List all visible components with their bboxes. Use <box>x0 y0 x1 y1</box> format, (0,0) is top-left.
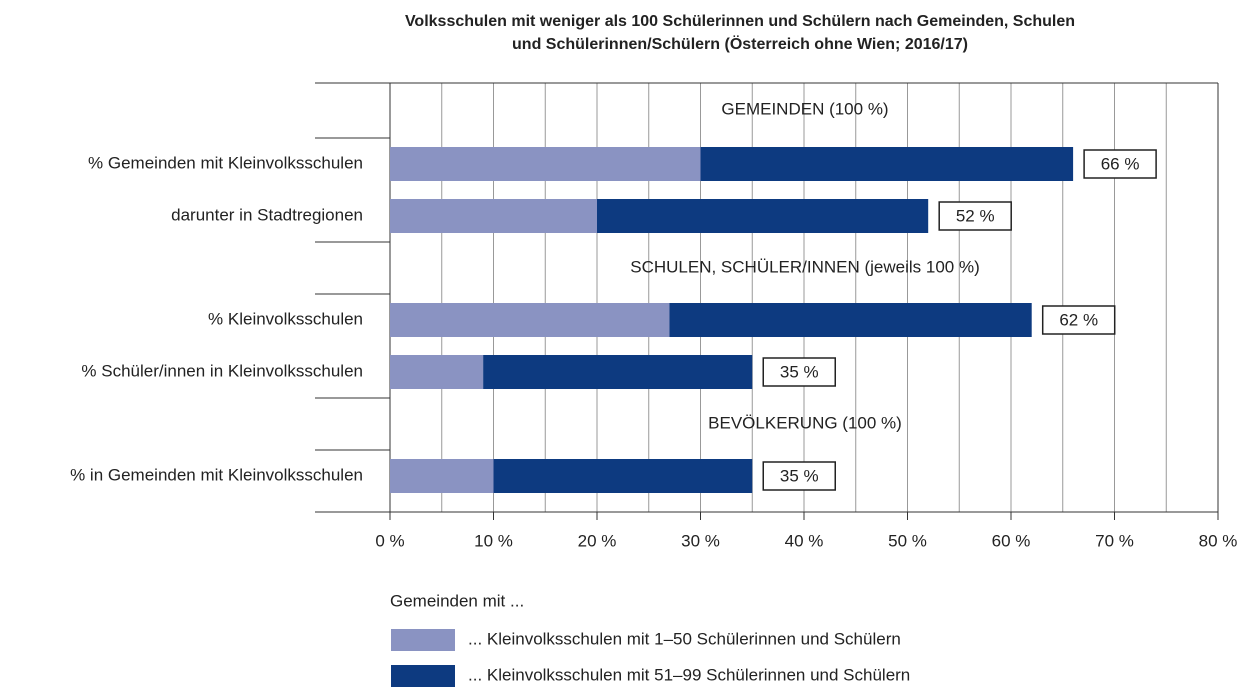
legend-title: Gemeinden mit ... <box>390 591 524 610</box>
bar <box>390 355 484 389</box>
x-tick-label: 60 % <box>992 531 1031 550</box>
total-label-box <box>938 201 1012 231</box>
y-tick-label: % Schüler/innen in Kleinvolksschulen <box>81 361 363 380</box>
bar <box>390 147 701 181</box>
bar <box>493 459 753 493</box>
total-label-box <box>1041 305 1116 335</box>
bar <box>390 459 494 493</box>
x-tick-label: 50 % <box>888 531 927 550</box>
x-tick-label: 30 % <box>681 531 720 550</box>
y-tick-label: % Gemeinden mit Kleinvolksschulen <box>88 153 363 172</box>
bar <box>700 147 1074 181</box>
bar <box>390 199 597 233</box>
data-label: 66 % <box>1101 154 1140 173</box>
section-header: SCHULEN, SCHÜLER/INNEN (jeweils 100 %) <box>630 257 980 276</box>
section-header: BEVÖLKERUNG (100 %) <box>708 413 902 432</box>
x-tick-label: 70 % <box>1095 531 1134 550</box>
total-label-box <box>762 357 836 387</box>
legend-label: ... Kleinvolksschulen mit 1–50 Schülerin… <box>468 629 901 648</box>
x-tick-label: 0 % <box>375 531 404 550</box>
data-label: 62 % <box>1059 310 1098 329</box>
y-tick-label: darunter in Stadtregionen <box>171 205 363 224</box>
bar <box>390 303 670 337</box>
data-label: 35 % <box>780 362 819 381</box>
data-label: 52 % <box>956 206 995 225</box>
bar <box>597 199 929 233</box>
total-label-box <box>1083 149 1157 179</box>
bar <box>669 303 1032 337</box>
legend-swatch <box>391 629 455 651</box>
x-tick-label: 10 % <box>474 531 513 550</box>
legend-label: ... Kleinvolksschulen mit 51–99 Schüleri… <box>468 665 910 684</box>
chart-title: Volksschulen mit weniger als 100 Schüler… <box>405 13 1075 30</box>
total-label-box <box>762 461 836 491</box>
x-tick-label: 80 % <box>1199 531 1238 550</box>
legend-swatch <box>391 665 455 687</box>
x-tick-label: 40 % <box>785 531 824 550</box>
chart-title: und Schülerinnen/Schülern (Österreich oh… <box>512 34 968 53</box>
y-tick-label: % Kleinvolksschulen <box>208 309 363 328</box>
y-tick-label: % in Gemeinden mit Kleinvolksschulen <box>70 465 363 484</box>
data-label: 35 % <box>780 466 819 485</box>
bar <box>483 355 753 389</box>
x-tick-label: 20 % <box>578 531 617 550</box>
section-header: GEMEINDEN (100 %) <box>721 99 888 118</box>
